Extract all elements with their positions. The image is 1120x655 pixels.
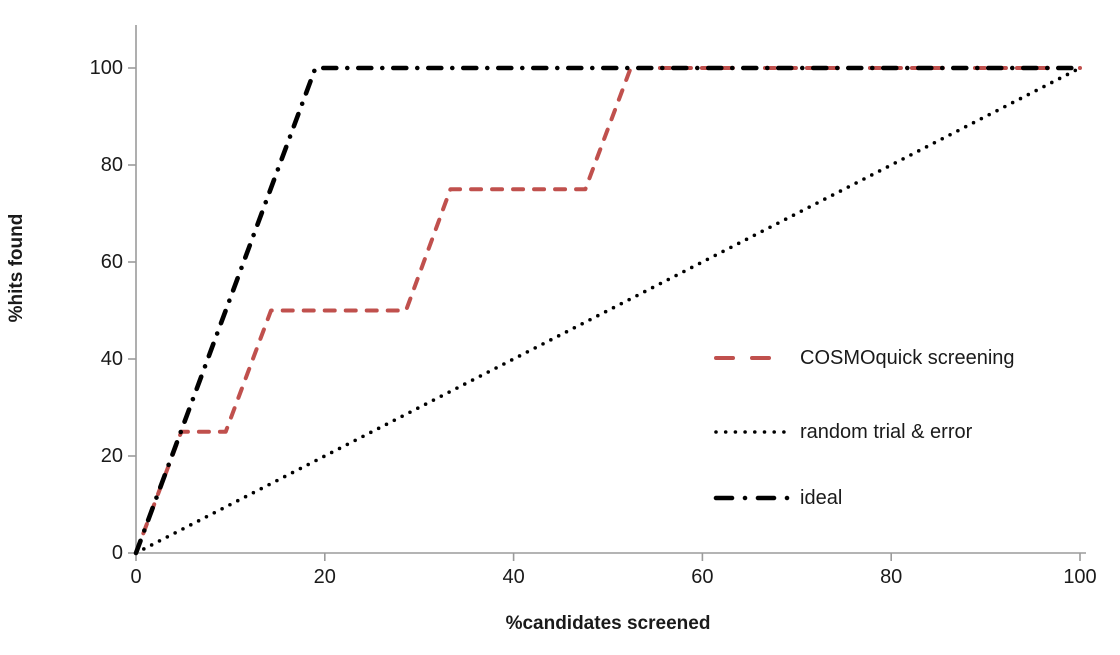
- x-tick-label: 80: [880, 566, 903, 588]
- y-tick-label: 80: [100, 154, 123, 176]
- x-tick-label: 20: [313, 566, 336, 588]
- y-tick-label: 40: [100, 348, 123, 370]
- series-line-cosmoquick-screening: [134, 66, 1082, 555]
- legend-line-sample: [713, 495, 791, 501]
- legend-item-label: random trial & error: [800, 420, 973, 443]
- series-line-random-trial-error: [134, 66, 1082, 555]
- x-tick-label: 0: [130, 566, 142, 588]
- y-axis-title: %hits found: [6, 213, 27, 323]
- legend-line-sample: [714, 356, 790, 360]
- legend-line-sample: [714, 430, 790, 434]
- series-line-ideal: [133, 65, 1083, 556]
- legend-item-label: ideal: [800, 486, 843, 509]
- y-tick-label: 100: [89, 57, 123, 79]
- legend-item-2: random trial & error: [713, 417, 972, 447]
- legend-item-1: COSMOquick screening: [713, 343, 1015, 373]
- y-tick-label: 0: [111, 542, 123, 564]
- y-tick-label: 60: [100, 251, 123, 273]
- legend-item-3: ideal: [713, 483, 842, 513]
- x-tick-label: 100: [1063, 566, 1097, 588]
- legend-item-label: COSMOquick screening: [800, 346, 1015, 369]
- x-axis-title: %candidates screened: [505, 613, 711, 634]
- x-tick-label: 60: [691, 566, 714, 588]
- y-tick-label: 20: [100, 445, 123, 467]
- x-tick-label: 40: [502, 566, 525, 588]
